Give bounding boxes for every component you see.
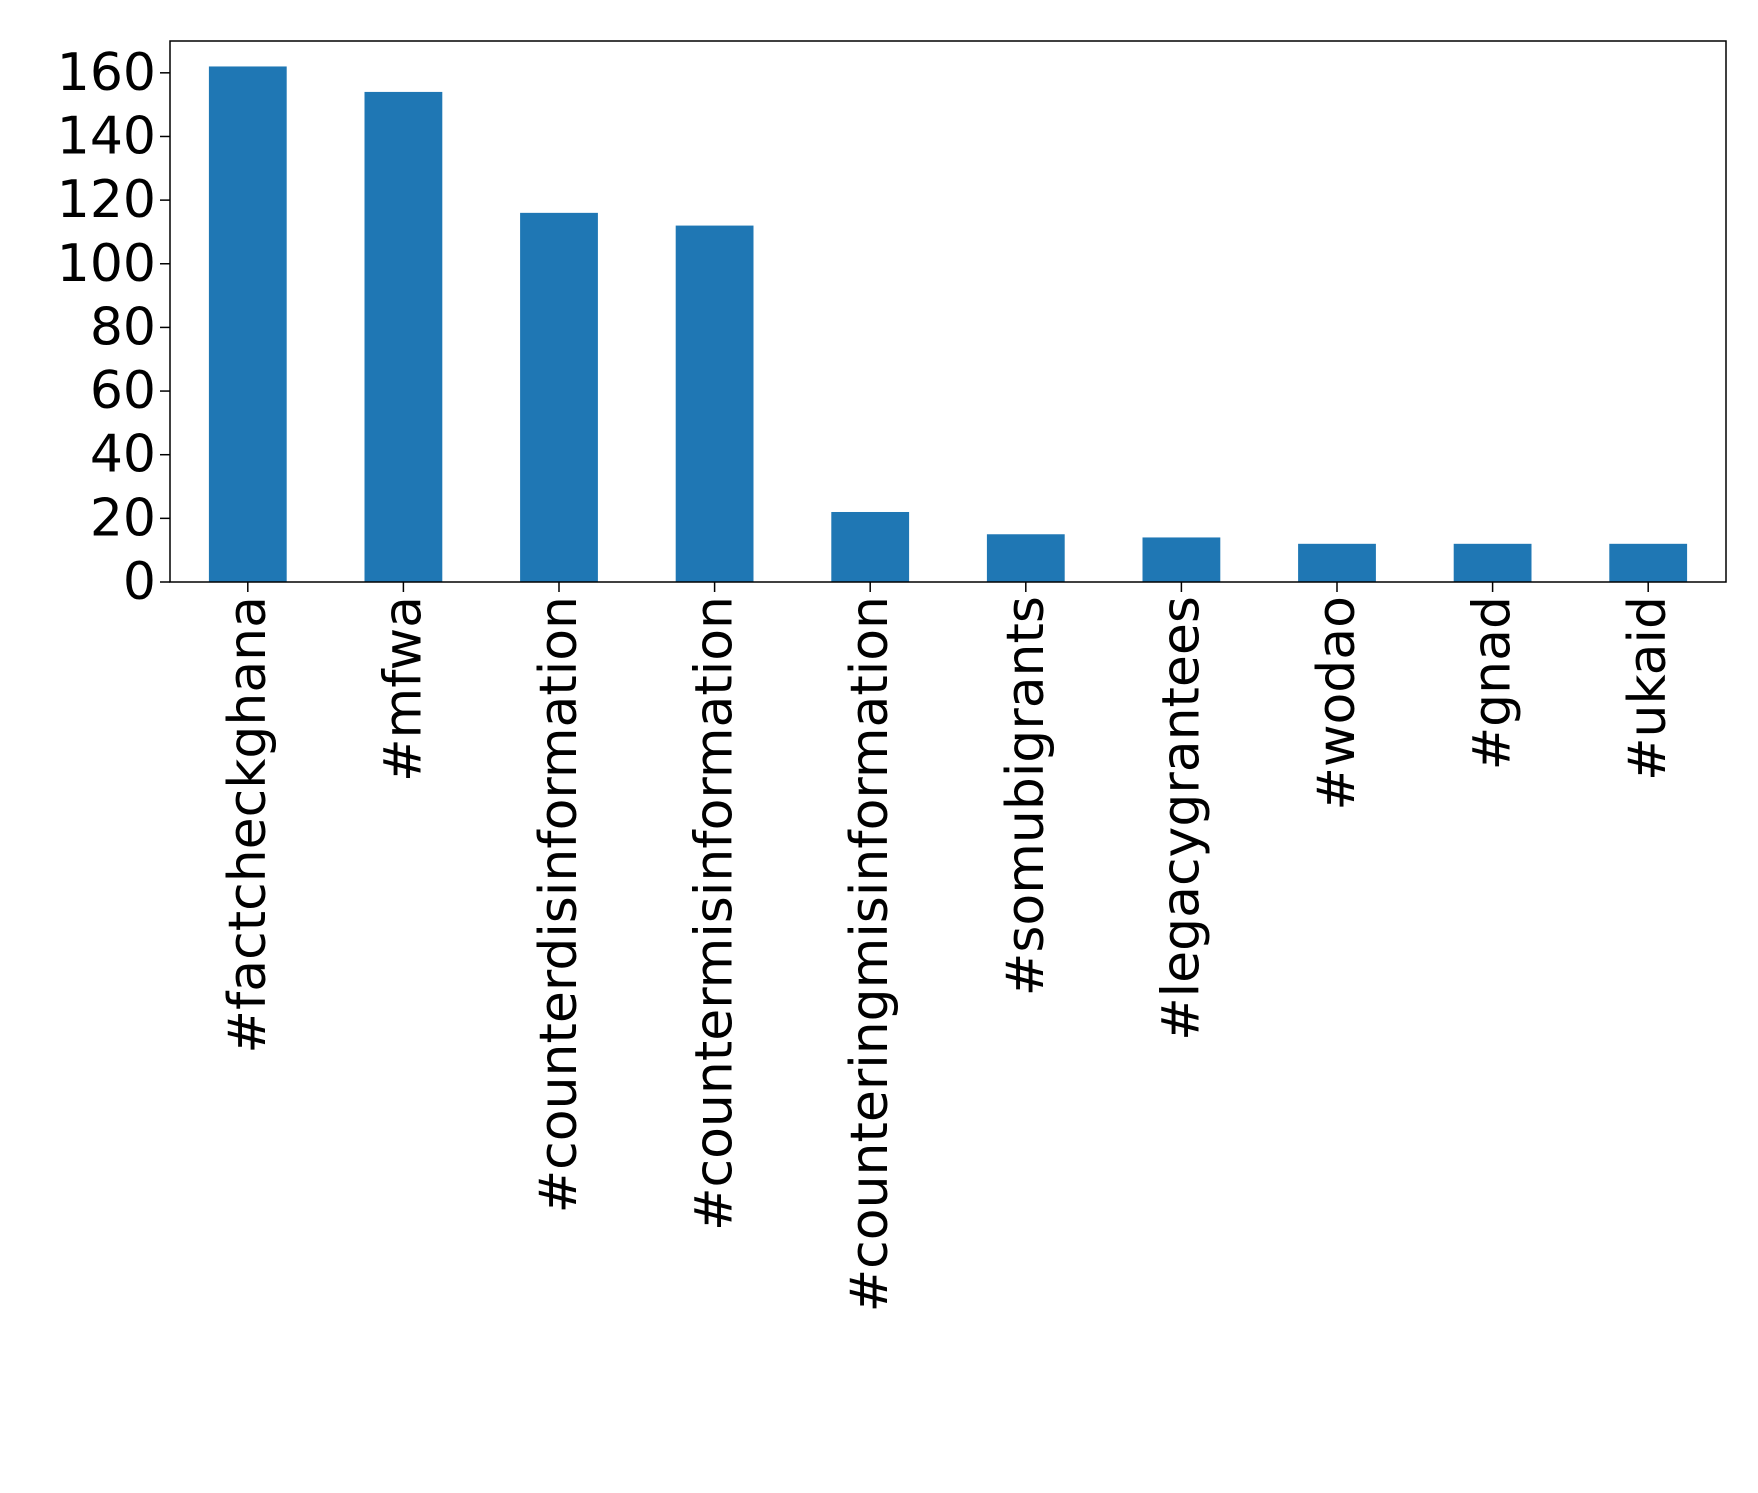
- bar-legacygrantees: [1142, 537, 1221, 582]
- x-tick-label: #counteringmisinformation: [840, 596, 900, 1312]
- bar-wodao: [1298, 543, 1376, 582]
- bar-mfwa: [364, 91, 443, 583]
- x-tick-label: #ukaid: [1618, 596, 1678, 781]
- bar-gnad: [1453, 543, 1532, 582]
- bar-ukaid: [1609, 543, 1688, 582]
- y-tick-label: 120: [57, 170, 156, 230]
- y-tick-label: 140: [57, 106, 156, 166]
- y-tick-label: 40: [90, 425, 156, 485]
- axes-layer: [169, 40, 1727, 583]
- x-tick-label: #counterdisinformation: [529, 596, 589, 1213]
- y-tick-label: 160: [57, 43, 156, 103]
- x-tick-label: #wodao: [1307, 596, 1367, 811]
- bar-factcheckghana: [208, 66, 287, 582]
- x-tick-label: #legacygrantees: [1151, 596, 1211, 1041]
- y-tick-label: 80: [90, 297, 156, 357]
- bar-counterdisinformation: [520, 212, 598, 582]
- y-tick-label: 60: [90, 361, 156, 421]
- x-tick-label: #somubigrants: [996, 596, 1056, 996]
- y-tick-label: 0: [123, 552, 156, 612]
- bar-counteringmisinformation: [831, 511, 910, 582]
- y-tick-label: 100: [57, 234, 156, 294]
- y-tick-label: 20: [90, 488, 156, 548]
- x-tick-label: #gnad: [1463, 596, 1523, 770]
- plot-frame: [169, 40, 1727, 583]
- x-tick-label: #mfwa: [373, 596, 433, 782]
- bars-layer: [208, 66, 1688, 583]
- x-tick-label: #factcheckghana: [218, 596, 278, 1054]
- bar-countermisinformation: [675, 225, 754, 582]
- x-tick-label: #countermisinformation: [685, 596, 745, 1231]
- x-axis-ticks: #factcheckghana #mfwa #counterdisinformati…: [218, 582, 1678, 1312]
- bar-somubigrants: [986, 534, 1065, 582]
